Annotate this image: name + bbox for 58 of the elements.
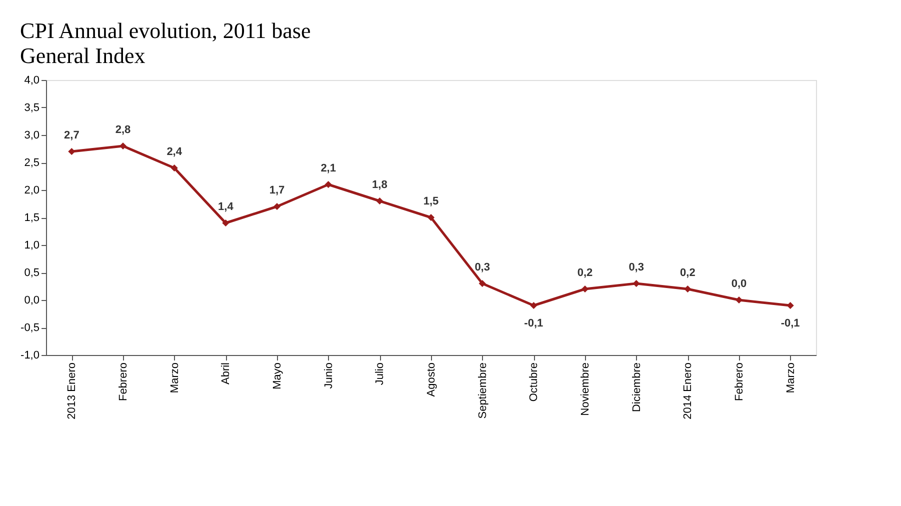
y-tick-label: 3,5 (24, 102, 40, 114)
data-label: 2,7 (64, 130, 80, 142)
point (786, 302, 794, 310)
point (119, 142, 127, 150)
x-tick-label: Agosto (426, 362, 438, 397)
y-tick-label: 2,5 (24, 157, 40, 169)
y-tick-label: -1,0 (20, 350, 40, 362)
data-label: 1,5 (423, 196, 439, 208)
point (632, 280, 640, 288)
data-label: -0,1 (524, 318, 544, 330)
x-tick-label: Mayo (272, 362, 284, 390)
data-label: 0,3 (474, 262, 490, 274)
point (427, 214, 435, 222)
point (530, 302, 538, 310)
x-tick-label: Febrero (118, 362, 130, 402)
point (735, 296, 743, 304)
data-label: 1,8 (372, 179, 388, 191)
data-label: 0,2 (577, 267, 593, 279)
data-label: 0,0 (731, 278, 747, 290)
point (68, 148, 76, 156)
point (324, 180, 332, 188)
point (170, 164, 178, 172)
x-tick-label: Julio (374, 362, 386, 386)
point (581, 285, 589, 293)
data-label: 2,4 (166, 146, 183, 158)
x-tick-label: Abril (220, 362, 232, 385)
y-tick-label: 2,0 (24, 184, 40, 196)
x-tick-label: Noviembre (580, 362, 592, 416)
y-tick-label: 3,0 (24, 130, 40, 142)
point (684, 285, 692, 293)
data-label: 0,2 (680, 267, 696, 279)
data-label: -0,1 (780, 318, 800, 330)
x-tick-label: Junio (322, 362, 335, 389)
x-tick-label: 2014 Enero (682, 362, 694, 420)
x-tick-label: Septiembre (476, 362, 489, 419)
y-tick-label: 0,5 (24, 267, 40, 279)
x-tick-label: Diciembre (630, 362, 643, 412)
x-tick-label: Octubre (528, 362, 540, 402)
point (222, 219, 230, 227)
data-label: 1,4 (218, 201, 234, 213)
x-tick-label: Marzo (784, 362, 797, 394)
data-label: 2,1 (320, 162, 336, 174)
y-tick-label: -0,5 (20, 322, 40, 334)
point (376, 197, 384, 205)
data-label: 1,7 (269, 184, 285, 196)
data-label: 2,8 (115, 124, 131, 136)
x-tick-label: Marzo (168, 362, 181, 394)
point (273, 202, 281, 210)
point (478, 280, 486, 288)
x-tick-label: Febrero (734, 362, 746, 402)
chart-title: CPI Annual evolution, 2011 base (20, 18, 311, 43)
y-tick-label: 1,0 (24, 240, 40, 252)
y-tick-label: 1,5 (24, 212, 40, 224)
x-tick-label: 2013 Enero (66, 362, 78, 420)
y-tick-label: 0,0 (24, 294, 40, 306)
chart-subtitle: General Index (20, 43, 146, 68)
data-label: 0,3 (628, 262, 644, 274)
y-tick-label: 4,0 (24, 74, 40, 86)
